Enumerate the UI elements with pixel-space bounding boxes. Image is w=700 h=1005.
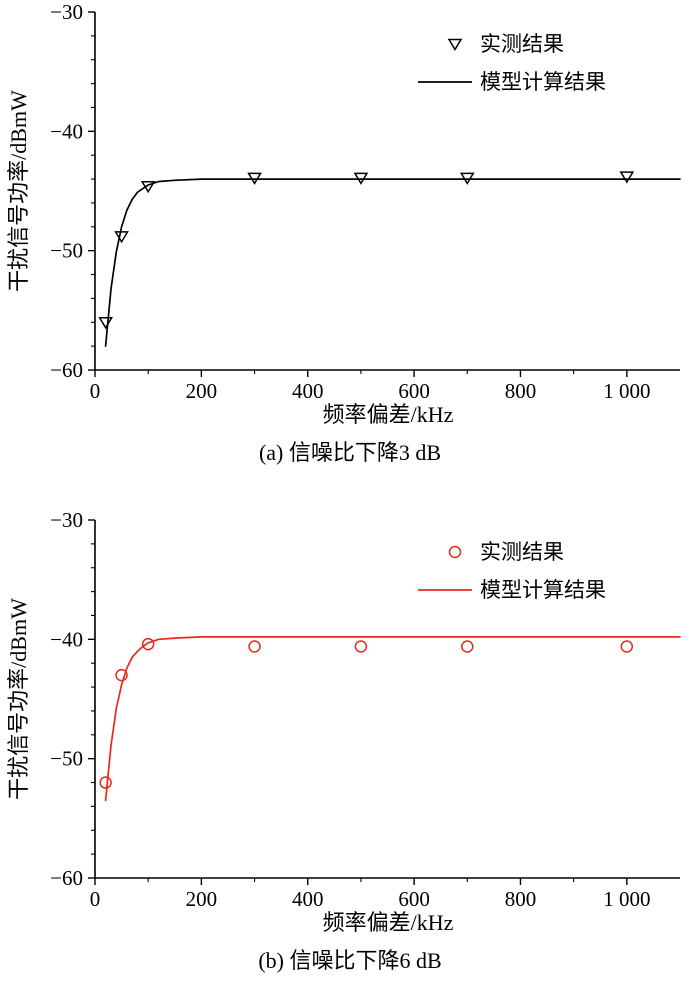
y-tick-label: −30 (50, 0, 83, 24)
x-tick-label: 200 (186, 887, 218, 908)
y-tick-label: −40 (50, 627, 83, 651)
model-line (104, 636, 681, 802)
y-tick-label: −50 (50, 747, 83, 771)
x-tick-label: 1 000 (603, 887, 650, 908)
x-tick-label: 400 (292, 379, 324, 400)
legend-label-model: 模型计算结果 (480, 70, 606, 94)
x-tick-label: 600 (398, 887, 430, 908)
x-tick-label: 200 (186, 379, 218, 400)
chart-b: 0 200 400 600 800 1 000 −60 −50 −40 −30 干扰信号功率/dBm… (0, 508, 700, 976)
x-tick-label: 600 (398, 379, 430, 400)
y-axis-label: 干扰信号功率/dBmW (6, 90, 31, 292)
triangle-down-marker (114, 231, 129, 244)
y-tick-label: −50 (50, 239, 83, 263)
y-tick-label: −40 (50, 119, 83, 143)
x-tick-label: 1 000 (603, 379, 650, 400)
circle-marker (141, 637, 155, 651)
chart-a-xlabel: 频率偏差/kHz (322, 402, 454, 427)
chart-b-xlabel: 频率偏差/kHz (322, 910, 454, 935)
x-tick-label: 400 (292, 887, 324, 908)
y-axis-label: 干扰信号功率/dBmW (6, 598, 31, 800)
circle-marker (354, 640, 368, 653)
x-tick-label: 800 (505, 887, 537, 908)
figure-page: 0 200 400 600 800 1 000 −60 −50 −40 −30 干扰信号功率/dBm… (0, 0, 700, 976)
legend-label-measured: 实测结果 (480, 540, 564, 564)
circle-marker (115, 668, 128, 682)
chart-a-caption: (a) 信噪比下降3 dB (258, 440, 442, 465)
circle-marker (248, 640, 261, 653)
chart-b-caption: (b) 信噪比下降6 dB (258, 948, 442, 973)
x-tick-label: 0 (90, 379, 101, 400)
y-tick-label: −30 (50, 508, 83, 532)
y-tick-label: −60 (50, 866, 83, 890)
axis-spines (94, 12, 680, 371)
chart-b-plot: 0 200 400 600 800 1 000 −60 −50 −40 −30 干扰信号功率/dBm… (6, 508, 681, 908)
x-tick-label: 800 (505, 379, 537, 400)
triangle-down-marker (619, 171, 635, 184)
legend-label-model: 模型计算结果 (480, 578, 606, 602)
triangle-down-marker (98, 317, 113, 330)
x-tick-label: 0 (90, 887, 101, 908)
circle-marker (620, 640, 634, 653)
circle-marker (461, 640, 474, 653)
model-line (104, 178, 681, 347)
triangle-down-marker (447, 38, 463, 51)
chart-a-plot: 0 200 400 600 800 1 000 −60 −50 −40 −30 干扰信号功率/dBm… (6, 0, 681, 400)
y-tick-label: −60 (50, 358, 83, 382)
circle-marker (99, 776, 112, 789)
chart-a: 0 200 400 600 800 1 000 −60 −50 −40 −30 干扰信号功率/dBm… (0, 0, 700, 468)
legend-label-measured: 实测结果 (480, 32, 564, 56)
axis-spines (94, 520, 680, 879)
circle-marker (448, 545, 462, 559)
